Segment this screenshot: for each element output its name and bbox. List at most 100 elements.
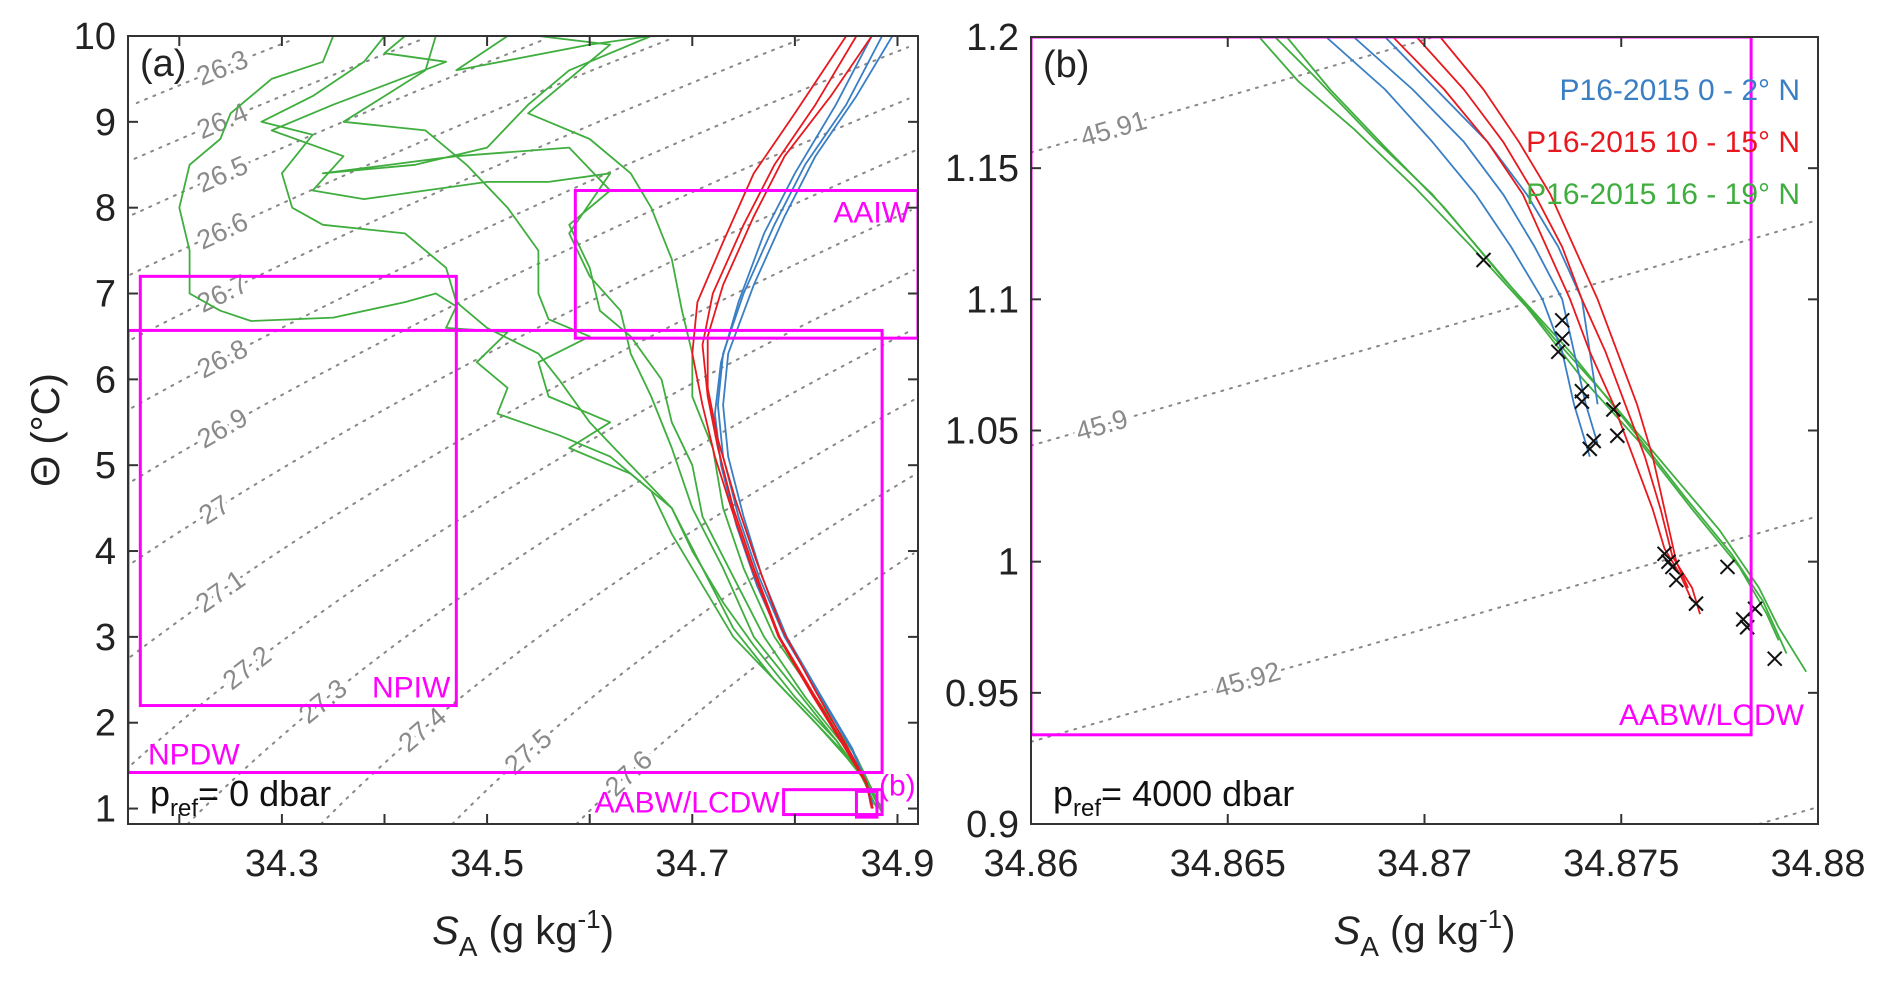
y-tick-label: 1.05: [945, 411, 1019, 453]
pref-symbol: p: [1053, 773, 1073, 814]
profile-line-red: [706, 36, 873, 809]
pref-subscript: ref: [1073, 795, 1101, 822]
profile-line-red: [701, 36, 873, 809]
x-marker: [1475, 252, 1492, 268]
x-tick-label: 34.865: [1170, 843, 1286, 885]
x-marker: [1574, 393, 1590, 410]
y-tick-label: 7: [95, 274, 116, 316]
isopycnal-line: [129, 37, 673, 276]
y-tick-label: 1.15: [945, 148, 1019, 190]
profile-line-green: [1258, 37, 1780, 641]
legend: P16-2015 0 - 2° N P16-2015 10 - 15° N P16-…: [1526, 74, 1800, 211]
x-marker: [1554, 330, 1570, 347]
x-axis-subscript: A: [459, 931, 478, 962]
profile-line-red: [1439, 37, 1689, 589]
x-tick-label: 34.87: [1377, 843, 1472, 885]
y-tick-label: 0.95: [945, 673, 1019, 715]
water-mass-box-panel-b-extent: [854, 789, 879, 819]
x-tick-label: 34.9: [860, 843, 934, 885]
isopycnal-label: 27: [193, 489, 234, 530]
profile-line-green: [321, 36, 873, 792]
reference-pressure-label: pref= 4000 dbar: [1053, 773, 1294, 822]
y-tick-label: 10: [74, 16, 116, 58]
x-marker: [1554, 312, 1570, 329]
x-axis-unit: (g kg: [477, 909, 577, 953]
x-marker: [1664, 559, 1681, 575]
water-mass-box-npdw: [128, 328, 884, 774]
y-tick-label: 0.9: [966, 804, 1019, 846]
x-axis-superscript: -1: [577, 904, 600, 934]
isopycnal-line: [186, 329, 913, 824]
profile-line-green: [1274, 37, 1807, 673]
profile-line-green: [527, 36, 878, 801]
y-tick-label: 2: [95, 703, 116, 745]
profile-line-blue: [1384, 37, 1599, 405]
x-marker: [1550, 344, 1566, 360]
isopycnal-line: [132, 97, 910, 482]
x-marker: [1767, 651, 1783, 667]
x-tick-label: 34.3: [245, 843, 319, 885]
legend-entry: P16-2015 10 - 15° N: [1526, 126, 1800, 159]
isopycnal-label: 45.91: [1077, 105, 1150, 152]
panel-a: 26.326.426.526.626.726.826.92727.127.227…: [24, 16, 934, 962]
profile-line-green: [342, 36, 883, 814]
y-tick-label: 9: [95, 102, 116, 144]
profile-line-blue: [1325, 37, 1591, 457]
water-mass-label: AAIW: [833, 197, 910, 230]
isopycnal-line: [451, 475, 913, 824]
isopycnal-label: 45.92: [1211, 656, 1284, 703]
profile-line-green: [1286, 37, 1788, 654]
y-tick-label: 8: [95, 188, 116, 230]
x-axis-close: ): [1502, 909, 1515, 953]
water-mass-box-aabw-lcdw: [1031, 37, 1753, 737]
profile-line-green: [260, 36, 878, 809]
x-marker: [1719, 559, 1736, 575]
water-mass-box-npiw: [138, 274, 458, 708]
isopycnal-label: 27.1: [190, 564, 250, 619]
panel-label: (b): [1043, 44, 1089, 86]
isopycnal-label: 27.4: [393, 701, 452, 758]
x-marker: [1668, 572, 1685, 588]
y-tick-label: 4: [95, 531, 116, 573]
isopycnal-line: [1031, 219, 1818, 447]
isopycnal-label: 27.3: [293, 673, 353, 730]
isopycnal-line: [575, 552, 915, 824]
x-axis-superscript: -1: [1479, 904, 1502, 934]
x-axis-unit: (g kg: [1379, 909, 1479, 953]
pref-symbol: p: [150, 773, 170, 814]
reference-pressure-label: pref= 0 dbar: [150, 773, 331, 822]
axes-frame: [127, 35, 919, 825]
profile-line-blue: [722, 36, 894, 806]
legend-entry: P16-2015 0 - 2° N: [1560, 74, 1800, 107]
isopycnal-label: 27.2: [217, 640, 277, 696]
water-mass-label: (b): [879, 769, 916, 802]
profile-line-blue: [1353, 37, 1599, 444]
profile-line-blue: [714, 36, 873, 806]
x-marker: [1656, 546, 1673, 562]
panel-label: (a): [140, 43, 186, 85]
profile-line-red: [1392, 37, 1693, 602]
isopycnal-line: [1031, 515, 1818, 743]
y-axis-label: Θ (°C): [24, 373, 68, 487]
pref-text: = 4000 dbar: [1101, 773, 1294, 814]
profile-line-green: [178, 36, 883, 809]
x-tick-label: 34.7: [655, 843, 729, 885]
isopycnal-label: 26.9: [192, 402, 253, 454]
isopycnal-line: [131, 46, 910, 409]
y-tick-label: 3: [95, 617, 116, 659]
isopycnal-label: 26.4: [192, 97, 252, 145]
y-tick-label: 5: [95, 445, 116, 487]
x-axis-close: ): [601, 909, 614, 953]
isopycnal-line: [135, 37, 297, 104]
profile-line-green: [270, 36, 883, 814]
x-marker: [1605, 401, 1622, 418]
x-tick-label: 34.5: [450, 843, 524, 885]
x-marker: [1582, 441, 1598, 457]
y-tick-label: 1: [998, 542, 1019, 584]
pref-subscript: ref: [170, 795, 198, 822]
water-mass-label: NPDW: [148, 738, 240, 771]
x-marker: [1609, 428, 1626, 444]
x-axis-label: SA (g kg-1): [1334, 904, 1516, 962]
isopycnal-label: 45.9: [1072, 404, 1131, 447]
